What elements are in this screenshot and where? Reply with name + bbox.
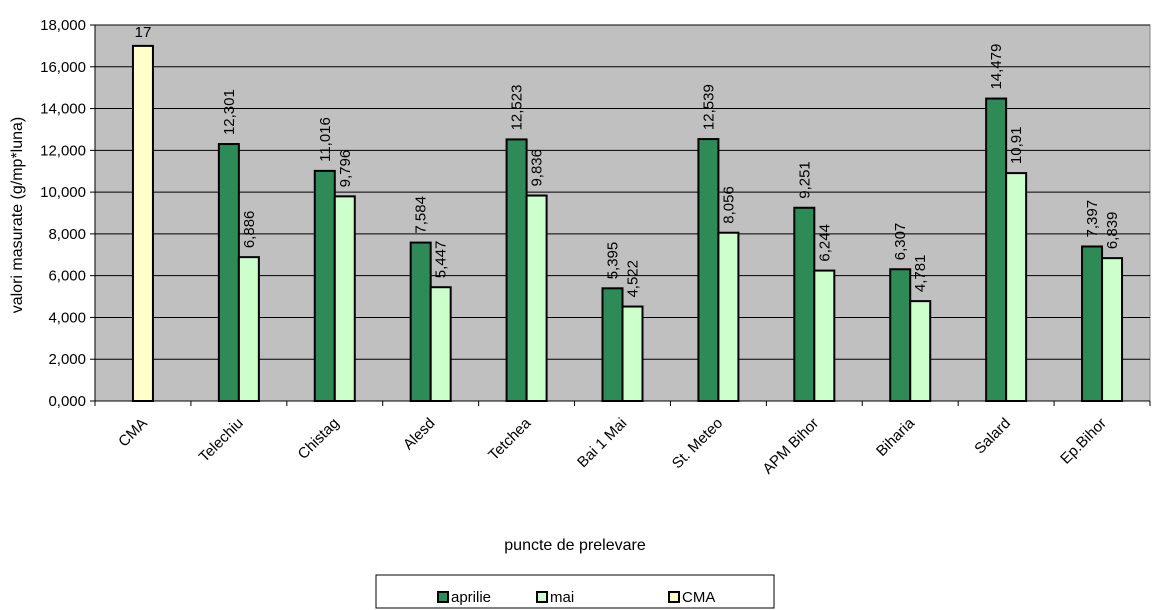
legend-swatch xyxy=(437,591,449,603)
x-tick-label: APM Bihor xyxy=(759,415,822,478)
legend-label: CMA xyxy=(682,589,715,606)
data-label: 17 xyxy=(135,24,152,41)
data-label: 11,016 xyxy=(317,117,334,162)
bar-aprilie xyxy=(313,169,336,402)
data-label: 14,479 xyxy=(988,44,1005,90)
legend-label: mai xyxy=(550,589,574,606)
legend-swatch xyxy=(668,591,680,603)
x-tick-label: Ep.Bihor xyxy=(1057,415,1110,468)
bar-mai xyxy=(813,269,836,402)
bar-aprilie xyxy=(1081,245,1104,402)
bar-mai xyxy=(1101,257,1124,403)
data-label: 8,056 xyxy=(720,186,737,224)
data-label: 7,584 xyxy=(413,196,430,234)
data-label: 7,397 xyxy=(1084,200,1101,238)
data-label: 9,796 xyxy=(337,150,354,188)
bar-aprilie xyxy=(985,97,1008,402)
data-label: 12,539 xyxy=(700,84,717,130)
x-tick-label: Salard xyxy=(971,415,1014,458)
bar-aprilie xyxy=(505,138,528,402)
bar-mai xyxy=(621,305,644,402)
x-tick-label: CMA xyxy=(115,415,151,451)
y-tick-label: 12,000 xyxy=(40,142,86,159)
bar-mai xyxy=(333,195,356,402)
x-tick-label: Telechiu xyxy=(196,415,247,466)
y-tick-label: 18,000 xyxy=(40,17,86,34)
bar-mai xyxy=(525,194,548,402)
bar-mai xyxy=(717,231,740,402)
x-tick-label: St. Meteo xyxy=(669,415,726,472)
data-label: 6,886 xyxy=(241,211,258,249)
data-label: 10,91 xyxy=(1008,127,1025,165)
bar-mai xyxy=(429,286,452,403)
bar-aprilie xyxy=(793,206,816,402)
x-tick-label: Biharia xyxy=(873,414,919,460)
x-axis-title: puncte de prelevare xyxy=(504,537,646,554)
bar-mai xyxy=(1005,172,1028,402)
y-tick-label: 14,000 xyxy=(40,101,86,118)
y-tick-label: 2,000 xyxy=(48,351,86,368)
bar-aprilie xyxy=(889,268,912,402)
x-tick-label: Tetchea xyxy=(485,414,535,464)
legend: aprilie mai CMA xyxy=(375,574,775,609)
bar-aprilie xyxy=(409,241,432,402)
x-tick-label: Chistag xyxy=(295,415,343,463)
y-axis-title: valori masurate (g/mp*luna) xyxy=(9,117,26,314)
bar-aprilie xyxy=(217,143,240,402)
data-label: 6,839 xyxy=(1104,212,1121,250)
bar-aprilie xyxy=(697,138,720,402)
data-label: 4,781 xyxy=(912,255,929,293)
data-label: 12,301 xyxy=(221,89,238,135)
legend-label: aprilie xyxy=(451,589,491,606)
data-label: 4,522 xyxy=(625,260,642,298)
data-label: 5,447 xyxy=(433,241,450,279)
y-tick-label: 10,000 xyxy=(40,184,86,201)
x-tick-label: Bai 1 Mai xyxy=(574,415,630,471)
data-label: 5,395 xyxy=(605,242,622,280)
bar-mai xyxy=(237,256,260,402)
bar-aprilie xyxy=(601,287,624,402)
data-label: 9,836 xyxy=(529,149,546,187)
data-label: 6,307 xyxy=(892,223,909,261)
x-tick-label: Alesd xyxy=(400,415,439,454)
bar-cma xyxy=(131,44,154,403)
data-label: 12,523 xyxy=(509,85,526,131)
data-label: 9,251 xyxy=(796,161,813,199)
bar-mai xyxy=(909,300,932,402)
y-tick-label: 16,000 xyxy=(40,59,86,76)
legend-swatch xyxy=(536,591,548,603)
y-tick-label: 4,000 xyxy=(48,309,86,326)
y-tick-label: 0,000 xyxy=(48,393,86,410)
y-tick-label: 8,000 xyxy=(48,226,86,243)
data-label: 6,244 xyxy=(816,224,833,262)
y-tick-label: 6,000 xyxy=(48,268,86,285)
